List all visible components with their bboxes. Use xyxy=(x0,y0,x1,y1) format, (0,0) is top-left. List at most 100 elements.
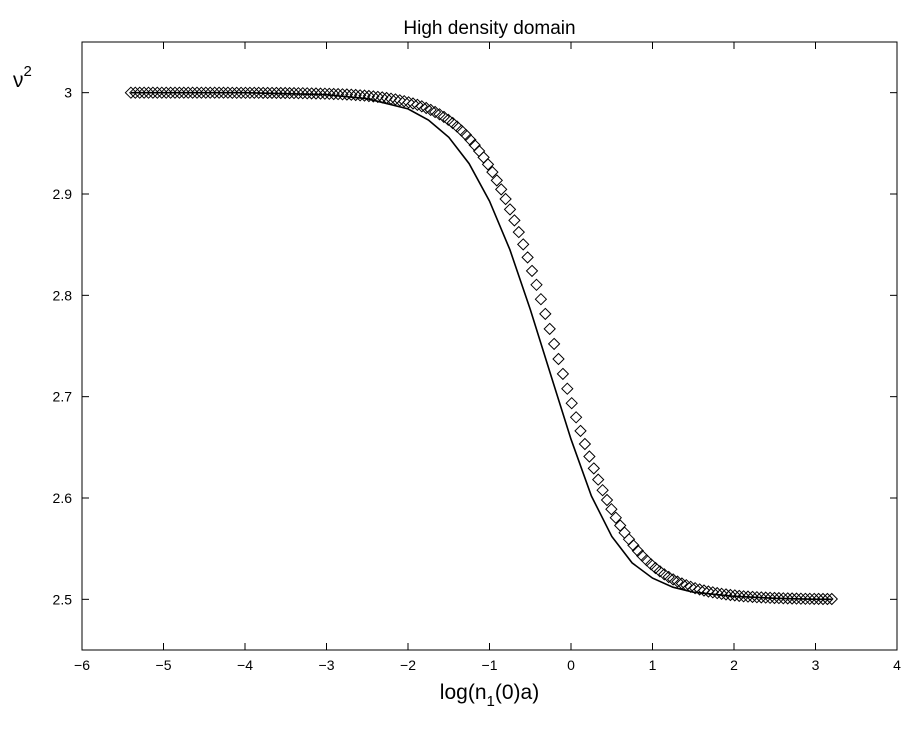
x-tick-label: −4 xyxy=(237,657,253,673)
data-point-marker xyxy=(609,511,623,524)
data-point-marker xyxy=(287,86,301,100)
data-point-marker xyxy=(181,86,195,99)
data-point-marker xyxy=(362,89,376,103)
data-point-marker xyxy=(464,133,477,147)
data-point-marker xyxy=(521,251,534,264)
data-point-marker xyxy=(732,589,746,603)
data-point-marker xyxy=(283,86,296,100)
data-point-marker xyxy=(781,592,794,605)
data-point-marker xyxy=(411,98,424,112)
data-point-marker xyxy=(146,86,160,99)
data-point-marker xyxy=(565,396,578,410)
data-point-marker xyxy=(539,307,552,321)
data-point-marker xyxy=(190,86,204,99)
data-point-marker xyxy=(746,590,759,604)
data-point-marker xyxy=(380,91,393,105)
data-point-marker xyxy=(772,591,786,605)
y-axis-label-main: ν xyxy=(13,69,24,92)
data-point-marker xyxy=(587,462,601,475)
data-point-marker xyxy=(137,86,151,99)
data-point-marker xyxy=(230,86,243,100)
y-tick-label: 2.5 xyxy=(53,591,73,607)
data-point-marker xyxy=(265,86,279,100)
x-tick-label: −2 xyxy=(400,657,416,673)
data-point-marker xyxy=(309,87,323,100)
data-point-marker xyxy=(274,86,288,100)
data-point-marker xyxy=(371,90,385,104)
data-point-marker xyxy=(142,86,155,99)
data-point-marker xyxy=(675,577,689,590)
data-point-marker xyxy=(693,583,706,596)
data-point-marker xyxy=(790,592,803,605)
data-point-marker xyxy=(794,592,808,605)
data-point-marker xyxy=(419,101,433,115)
data-point-marker xyxy=(556,367,570,381)
x-axis-label-tail: (0)a) xyxy=(495,681,539,704)
data-point-marker xyxy=(318,87,332,100)
data-point-marker xyxy=(389,93,402,106)
data-point-marker xyxy=(203,86,217,99)
data-point-marker xyxy=(821,592,834,606)
data-point-marker xyxy=(221,86,235,99)
data-point-marker xyxy=(825,592,839,606)
data-point-marker xyxy=(799,592,812,606)
data-point-marker xyxy=(349,88,362,102)
data-point-marker xyxy=(561,382,574,395)
data-point-marker xyxy=(217,86,230,99)
data-point-marker xyxy=(706,586,720,599)
data-point-marker xyxy=(508,214,521,227)
data-point-marker xyxy=(755,591,768,604)
data-point-marker xyxy=(353,89,367,102)
data-point-marker xyxy=(159,86,173,99)
data-point-marker xyxy=(168,86,182,99)
data-point-marker xyxy=(816,592,830,606)
data-point-marker xyxy=(768,591,781,605)
data-point-marker xyxy=(248,86,261,100)
plot-area xyxy=(82,42,897,650)
data-point-marker xyxy=(578,437,592,451)
x-axis-label-main: log(n xyxy=(440,681,487,704)
data-point-marker xyxy=(785,592,799,605)
data-point-marker xyxy=(627,539,640,552)
x-tick-label: 1 xyxy=(649,657,657,673)
data-point-marker xyxy=(534,292,548,306)
data-point-marker xyxy=(684,580,697,594)
data-point-marker xyxy=(186,86,199,99)
data-point-marker xyxy=(296,86,310,100)
data-point-marker xyxy=(486,165,499,179)
data-point-marker xyxy=(424,103,437,117)
y-tick-label: 2.7 xyxy=(53,389,73,405)
data-point-marker xyxy=(323,87,336,101)
data-point-marker xyxy=(600,493,614,507)
y-tick-label: 2.9 xyxy=(53,186,73,202)
data-point-marker xyxy=(596,483,609,497)
data-point-marker xyxy=(728,589,742,602)
data-point-marker xyxy=(402,96,415,109)
data-point-marker xyxy=(574,424,587,438)
data-point-marker xyxy=(702,585,715,598)
data-point-marker xyxy=(503,203,517,216)
data-point-marker xyxy=(151,86,164,99)
data-point-marker xyxy=(305,87,318,100)
data-point-marker xyxy=(759,591,772,604)
data-point-marker xyxy=(336,88,349,101)
data-point-marker xyxy=(177,86,191,99)
data-point-marker xyxy=(345,88,358,101)
data-point-marker xyxy=(494,183,508,196)
data-point-marker xyxy=(552,352,565,366)
data-point-marker xyxy=(129,86,142,99)
data-point-marker xyxy=(807,592,821,606)
data-point-marker xyxy=(133,86,146,99)
data-point-marker xyxy=(300,87,314,100)
x-tick-label: −5 xyxy=(156,657,172,673)
data-point-marker xyxy=(715,587,728,601)
data-point-marker xyxy=(384,92,398,105)
data-point-marker xyxy=(591,473,605,486)
data-point-marker xyxy=(583,450,596,463)
data-point-marker xyxy=(741,590,755,603)
data-point-marker xyxy=(688,581,702,595)
data-point-marker xyxy=(516,238,530,251)
data-point-marker xyxy=(812,592,825,606)
data-point-marker xyxy=(397,94,411,108)
